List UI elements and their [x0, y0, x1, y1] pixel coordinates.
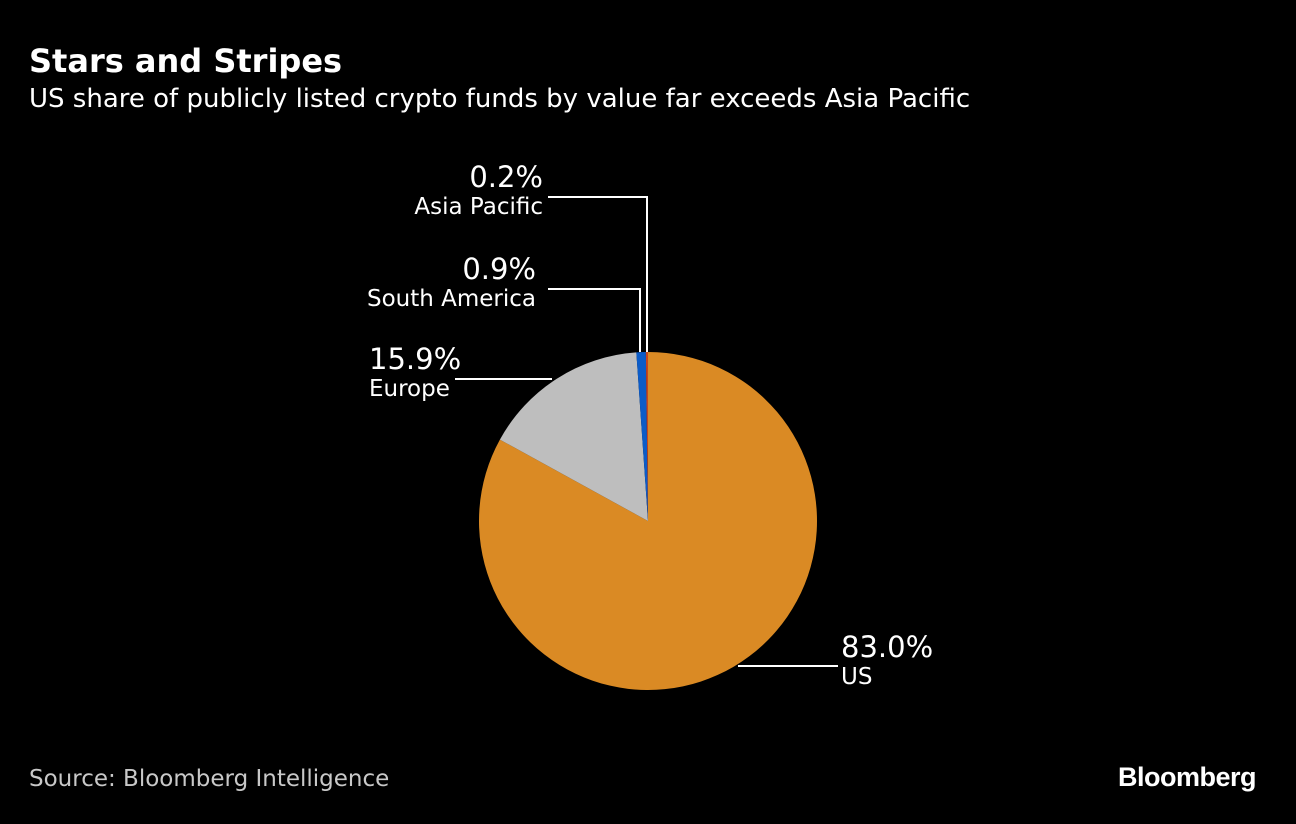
cat-asia-pacific: Asia Pacific [414, 194, 543, 220]
leader-asia-pacific [548, 196, 648, 352]
cat-us: US [841, 664, 873, 690]
cat-south-america: South America [366, 286, 536, 312]
bloomberg-logo: Bloomberg [1117, 762, 1257, 792]
pie-slice-europe [499, 352, 648, 521]
pct-us: 83.0% [841, 630, 934, 664]
pie-slice-south-america [636, 352, 648, 521]
label-south-america: 0.9% South America [367, 252, 536, 312]
chart-subtitle: US share of publicly listed crypto funds… [29, 84, 971, 114]
cat-europe: Europe [369, 376, 450, 402]
pct-asia-pacific: 0.2% [469, 160, 543, 194]
pct-europe: 15.9% [369, 342, 462, 376]
pct-south-america: 0.9% [462, 252, 536, 286]
pie-slice-us [479, 352, 818, 690]
leader-south-america [548, 288, 641, 352]
label-europe: 15.9% Europe [369, 342, 461, 402]
chart-title: Stars and Stripes [29, 42, 343, 80]
label-us: 83.0% US [841, 630, 933, 690]
label-asia-pacific: 0.2% Asia Pacific [414, 160, 543, 220]
source-note: Source: Bloomberg Intelligence [29, 766, 390, 792]
pie-slice-asia-pacific [645, 352, 648, 521]
